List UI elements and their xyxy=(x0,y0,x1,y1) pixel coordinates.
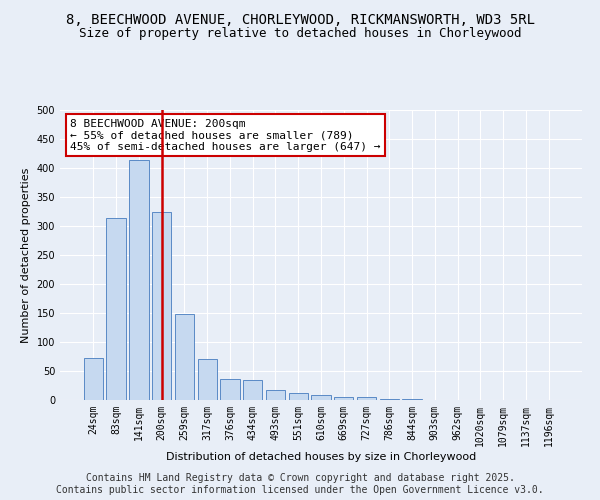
Text: Size of property relative to detached houses in Chorleywood: Size of property relative to detached ho… xyxy=(79,28,521,40)
Bar xyxy=(220,379,239,400)
Bar xyxy=(106,218,126,400)
Bar xyxy=(243,380,262,400)
Bar xyxy=(289,393,308,400)
Bar xyxy=(334,397,353,400)
Text: 8, BEECHWOOD AVENUE, CHORLEYWOOD, RICKMANSWORTH, WD3 5RL: 8, BEECHWOOD AVENUE, CHORLEYWOOD, RICKMA… xyxy=(65,12,535,26)
Bar xyxy=(175,314,194,400)
Bar xyxy=(129,160,149,400)
Bar xyxy=(84,358,103,400)
Bar xyxy=(357,397,376,400)
Text: Contains HM Land Registry data © Crown copyright and database right 2025.
Contai: Contains HM Land Registry data © Crown c… xyxy=(56,474,544,495)
Text: 8 BEECHWOOD AVENUE: 200sqm
← 55% of detached houses are smaller (789)
45% of sem: 8 BEECHWOOD AVENUE: 200sqm ← 55% of deta… xyxy=(70,118,381,152)
X-axis label: Distribution of detached houses by size in Chorleywood: Distribution of detached houses by size … xyxy=(166,452,476,462)
Bar xyxy=(197,360,217,400)
Y-axis label: Number of detached properties: Number of detached properties xyxy=(21,168,31,342)
Bar xyxy=(266,390,285,400)
Bar xyxy=(152,212,172,400)
Bar xyxy=(311,395,331,400)
